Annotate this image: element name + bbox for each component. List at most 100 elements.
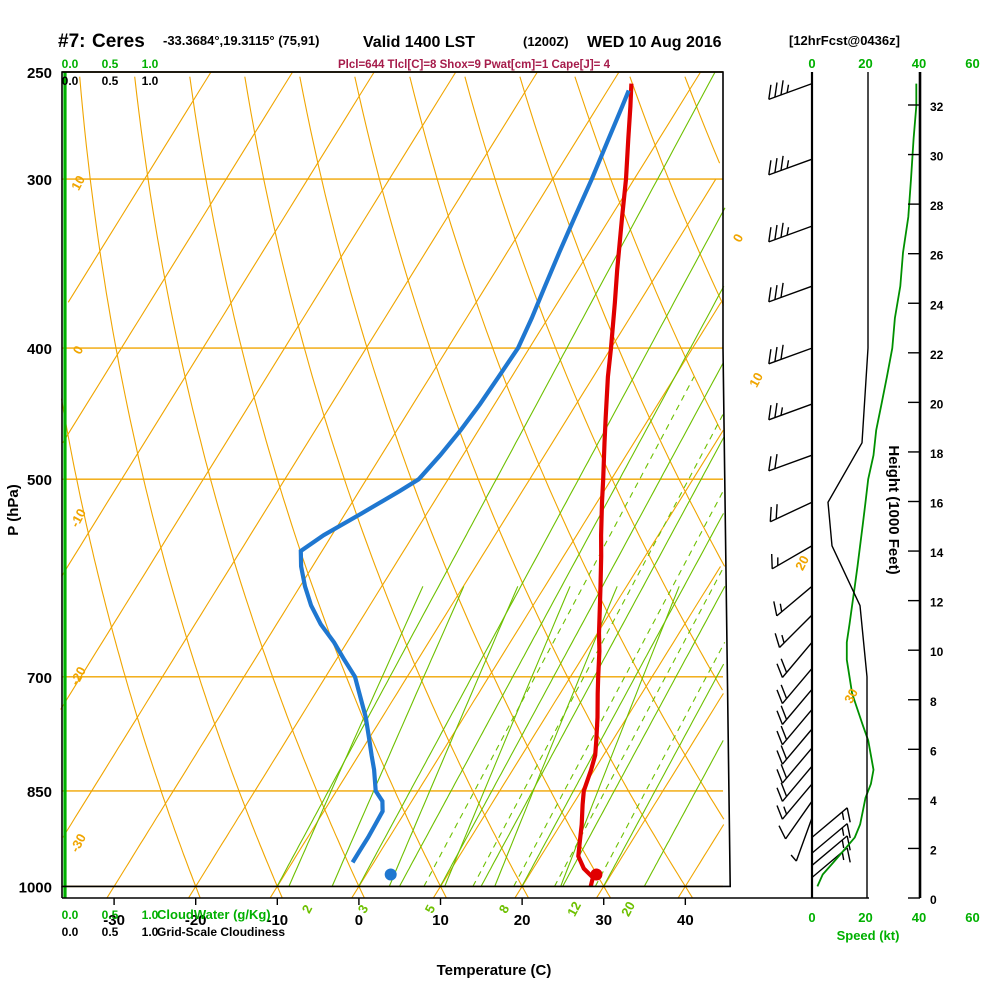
- height-tick-label: 10: [930, 645, 944, 659]
- barb-full: [780, 282, 784, 298]
- dry-adiabat-line: [134, 76, 365, 899]
- wind-barb: [769, 501, 813, 523]
- height-tick-label: 28: [930, 199, 944, 213]
- cloudwater-tick-top: 0.5: [102, 57, 119, 71]
- wind-panel-envelope: [827, 72, 869, 898]
- barb-full: [774, 158, 778, 173]
- barb-full: [768, 160, 772, 175]
- mixing-ratio-line: [444, 586, 571, 887]
- barb-shaft: [768, 347, 813, 365]
- header: #7: Ceres -33.3684°,19.3115° (75,91) Val…: [58, 31, 900, 71]
- isotherm-line: [60, 71, 457, 710]
- pressure-tick-label: 300: [27, 172, 52, 189]
- wind-barb: [768, 402, 813, 421]
- plot-frames: [61, 71, 922, 899]
- barb-shaft: [781, 765, 813, 802]
- barb-shaft: [768, 225, 813, 243]
- mixing-ratio-label: 20: [618, 899, 638, 919]
- dry-adiabat-line: [244, 76, 529, 899]
- dry-adiabat-line: [684, 76, 721, 164]
- barb-shaft: [811, 807, 848, 838]
- station-coords: -33.3684°,19.3115° (75,91): [163, 33, 319, 48]
- dry-adiabat-line: [519, 76, 726, 567]
- wind-barb: [790, 817, 813, 862]
- barb-full: [780, 344, 784, 360]
- cloudiness-axis-label: Grid-Scale Cloudiness: [157, 925, 285, 939]
- barb-shaft: [779, 614, 813, 648]
- barb-full: [769, 506, 772, 522]
- isotherm-line: [106, 71, 620, 899]
- height-tick-label: 2: [930, 843, 937, 857]
- speed-tick-label-bottom: 60: [965, 910, 979, 925]
- wind-barb: [768, 454, 813, 472]
- barb-full: [846, 823, 851, 839]
- barb-half: [781, 634, 785, 644]
- barb-shaft: [781, 783, 813, 820]
- isotherm-line: [514, 566, 721, 899]
- isotherm-label-right: 10: [746, 370, 766, 390]
- speed-tick-label-top: 0: [808, 56, 815, 71]
- speed-tick-label-top: 60: [965, 56, 979, 71]
- barb-half: [790, 854, 797, 862]
- barb-full: [774, 224, 778, 240]
- barb-shaft: [781, 688, 813, 725]
- wind-barb: [776, 765, 813, 802]
- cloudiness-tick-top: 0.0: [62, 74, 79, 88]
- barb-full: [776, 750, 784, 765]
- barb-full: [776, 805, 784, 820]
- barb-full: [776, 710, 784, 725]
- barb-shaft: [770, 501, 813, 523]
- surface-markers: [384, 868, 603, 881]
- wind-barb: [776, 667, 813, 705]
- wind-barb: [768, 222, 813, 243]
- valid-date: WED 10 Aug 2016: [587, 34, 722, 51]
- height-tick-label: 18: [930, 447, 944, 461]
- forecast-tag: [12hrFcst@0436z]: [789, 33, 900, 48]
- stability-indices: Plcl=644 Tlcl[C]=8 Shox=9 Pwat[cm]=1 Cap…: [338, 59, 611, 71]
- temperature-tick-label: 40: [677, 912, 694, 929]
- cloudiness-tick-top: 0.5: [102, 74, 119, 88]
- barb-full: [774, 633, 781, 648]
- barb-full: [846, 835, 851, 851]
- sounding-profiles: [298, 83, 634, 887]
- profile-temperature: [576, 83, 634, 887]
- barb-half: [841, 811, 845, 821]
- station-name: Ceres: [92, 31, 145, 52]
- temperature-axis-label: Temperature (C): [437, 962, 552, 979]
- wind-barb: [811, 823, 851, 854]
- dry-adiabat-line: [79, 76, 283, 899]
- dry-adiabat-line: [354, 76, 694, 899]
- wind-barb: [774, 614, 813, 648]
- barb-full: [774, 285, 778, 300]
- barb-shaft: [768, 82, 813, 101]
- barb-full: [780, 80, 784, 95]
- isotherm-label-left: 10: [68, 173, 88, 193]
- wind-barb: [768, 344, 813, 365]
- pressure-tick-label: 400: [27, 341, 52, 358]
- moist-adiabat-lines: [276, 71, 726, 887]
- barb-full: [780, 764, 788, 779]
- moist-adiabat-line: [276, 71, 716, 887]
- barb-half: [841, 827, 845, 836]
- barb-full: [768, 84, 772, 100]
- cloudwater-axis-label: CloudWater (g/Kg): [157, 907, 271, 922]
- speed-tick-label-bottom: 0: [808, 910, 815, 925]
- barb-shaft: [768, 403, 813, 421]
- wind-barb: [771, 545, 813, 570]
- barb-full: [774, 402, 778, 418]
- barb-half: [783, 806, 788, 815]
- cloudwater-tick-bottom: 0.5: [102, 908, 119, 922]
- barb-full: [774, 82, 778, 98]
- cloudwater-tick-top: 1.0: [142, 57, 159, 71]
- wind-barb: [776, 747, 813, 784]
- surface-temperature-marker: [590, 868, 603, 881]
- dry-adiabat-line: [60, 398, 201, 899]
- speed-tick-label-bottom: 20: [858, 910, 872, 925]
- barb-full: [768, 405, 772, 420]
- pressure-tick-label: 1000: [19, 879, 52, 896]
- barb-full: [774, 346, 778, 362]
- wind-barb: [776, 783, 813, 820]
